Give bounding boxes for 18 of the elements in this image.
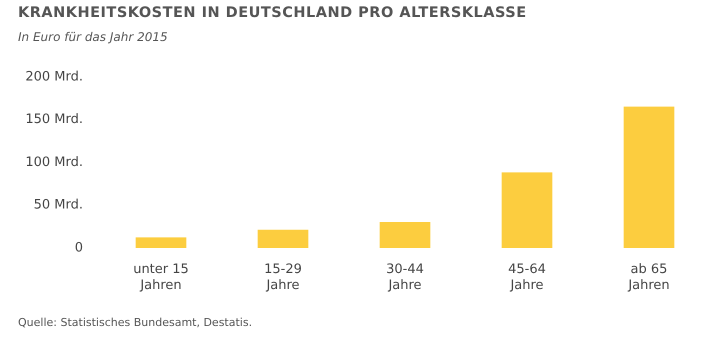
chart-title: KRANKHEITSKOSTEN IN DEUTSCHLAND PRO ALTERSKLASSE [18, 5, 527, 21]
x-tick-label: unter 15 Jahren [133, 262, 189, 293]
bar [258, 230, 308, 248]
y-tick-label: 0 [74, 240, 83, 256]
x-tick-label: 30-44 Jahre [386, 262, 424, 293]
bar [380, 222, 430, 248]
y-tick-label: 150 Mrd. [25, 112, 83, 128]
bar [502, 172, 552, 248]
chart-subtitle: In Euro für das Jahr 2015 [18, 30, 168, 44]
x-tick-label: 15-29 Jahre [264, 262, 302, 293]
y-tick-label: 200 Mrd. [25, 69, 83, 84]
y-tick-label: 50 Mrd. [34, 198, 83, 213]
bar [136, 237, 186, 248]
source-note: Quelle: Statistisches Bundesamt, Destatis. [18, 316, 252, 329]
y-tick-label: 100 Mrd. [25, 154, 83, 170]
x-tick-label: ab 65 Jahren [627, 262, 670, 293]
bar [624, 106, 674, 248]
x-tick-label: 45-64 Jahre [508, 262, 546, 293]
